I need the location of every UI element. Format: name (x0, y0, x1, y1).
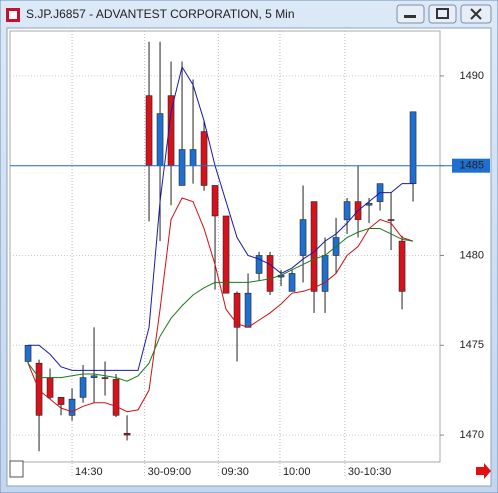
candle-body (310, 201, 318, 292)
y-tick-label: 1475 (460, 339, 484, 351)
candle-body (343, 201, 351, 220)
candle-body (299, 219, 307, 256)
y-tick-label: 1470 (460, 429, 484, 441)
candle-body (156, 113, 164, 166)
minimize-button[interactable] (396, 4, 425, 24)
candle-body (90, 375, 98, 378)
plot: 1470 1475 1480 1485 1490 14:30 30-09:00 09:30 10… (10, 31, 490, 478)
candle-body (255, 255, 263, 274)
candle-body (68, 398, 76, 416)
maximize-button[interactable] (428, 4, 457, 24)
indicator-line (27, 228, 414, 382)
candle-body (46, 377, 54, 398)
candle-body (178, 149, 186, 186)
candle-body (145, 95, 153, 166)
x-tick-label: 30-09:00 (148, 466, 191, 478)
y-tick-label: 1485 (460, 160, 484, 172)
candle-body (101, 377, 109, 379)
candle-body (57, 397, 65, 405)
candle-body (409, 111, 417, 184)
minimize-icon (404, 15, 416, 18)
candle-body (233, 292, 241, 328)
candle-body (244, 292, 252, 328)
x-tick-label: 30-10:30 (348, 466, 391, 478)
indicator-line (28, 65, 414, 371)
candle-body (79, 377, 87, 398)
scroll-arrow[interactable] (476, 463, 491, 479)
indicator-line (27, 197, 414, 413)
close-icon (470, 8, 482, 20)
candle-body (24, 344, 32, 362)
x-tick-label: 09:30 (221, 466, 249, 478)
window-title: S.JP.J6857 - ADVANTEST CORPORATION, 5 Mi… (26, 7, 295, 21)
candle-body (288, 273, 296, 292)
y-tick-label: 1480 (460, 249, 484, 261)
candle-body (112, 379, 120, 416)
price-label-bg (452, 158, 490, 173)
candle-body (321, 255, 329, 292)
candle-body (123, 432, 131, 436)
x-tick-label: 14:30 (75, 466, 103, 478)
candle-body (200, 131, 208, 186)
maximize-icon (436, 8, 449, 19)
scroll-box[interactable] (9, 460, 24, 478)
candle-body (387, 219, 395, 221)
app-icon-inner (9, 11, 17, 19)
x-tick-label: 10:00 (283, 466, 311, 478)
candle-body (222, 215, 230, 294)
candle-body (211, 185, 219, 217)
candle-body (189, 149, 197, 166)
candle-body (266, 255, 274, 292)
candle-body (398, 240, 406, 292)
y-tick-label: 1490 (460, 70, 484, 82)
